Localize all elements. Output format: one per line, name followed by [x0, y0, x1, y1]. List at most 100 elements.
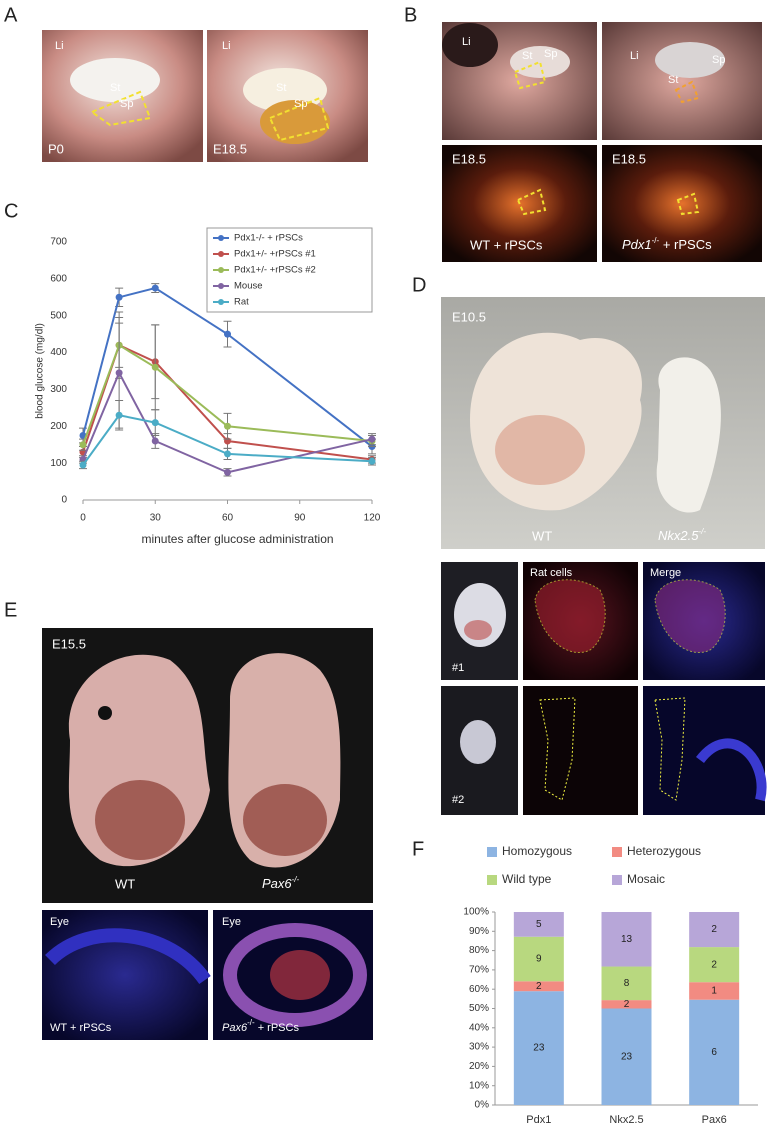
caption-rest: + rPSCs [659, 237, 712, 252]
bar-segment [513, 981, 564, 992]
data-label: 2 [624, 999, 630, 1010]
legend-swatch [218, 235, 224, 241]
photo: #2 [441, 686, 518, 815]
y-tick-label: 40% [469, 1022, 489, 1033]
tissue-label: Eye [50, 916, 69, 928]
y-tick-label: 400 [50, 347, 67, 358]
panel-letter: F [412, 838, 424, 860]
organ-label: Sp [544, 48, 557, 60]
legend-label: Mouse [234, 281, 263, 292]
legend-swatch [612, 875, 622, 885]
organ-label: Sp [120, 98, 133, 110]
legend-label: Pdx1+/- +rPSCs #1 [234, 249, 316, 260]
photo: Rat cells [523, 562, 638, 680]
organ-label: St [276, 82, 286, 94]
stage-label: E10.5 [452, 309, 486, 324]
photo: Li St Sp P0 [42, 30, 203, 162]
data-point [115, 369, 123, 377]
genotype: -/- [652, 236, 660, 245]
x-tick-label: 60 [222, 513, 234, 524]
data-label: 23 [533, 1043, 545, 1054]
data-label: 8 [624, 978, 630, 989]
panel-letter: B [404, 4, 417, 26]
y-tick-label: 30% [469, 1042, 489, 1053]
y-tick-label: 90% [469, 926, 489, 937]
y-tick-label: 500 [50, 310, 67, 321]
genotype: -/- [247, 1018, 255, 1027]
organ-label: Li [222, 40, 231, 52]
legend-swatch [218, 267, 224, 273]
legend-label: Rat [234, 297, 249, 308]
row-label: #2 [452, 794, 464, 806]
stage-label: E18.5 [452, 151, 486, 166]
tissue-label: Eye [222, 916, 241, 928]
legend-label: Homozygous [502, 844, 572, 858]
x-tick-label: Nkx2.5 [609, 1114, 643, 1126]
genotype-label: WT [115, 876, 135, 891]
organ-label: Sp [294, 98, 307, 110]
data-point [224, 422, 231, 430]
x-tick-label: Pax6 [702, 1114, 727, 1126]
bar-segment [689, 982, 740, 1000]
genotype-label: Pax6-/- [262, 875, 300, 891]
data-point [151, 437, 159, 445]
photo [643, 686, 767, 815]
panel-letter: C [4, 200, 18, 222]
data-point [79, 441, 87, 449]
data-point [115, 411, 123, 419]
genotype-label: WT [532, 528, 552, 543]
organ-label: St [522, 50, 532, 62]
data-label: 9 [536, 954, 542, 965]
y-tick-label: 0 [61, 495, 67, 506]
photo: E18.5 Pdx1-/- + rPSCs [602, 145, 762, 262]
data-label: 1 [711, 986, 717, 997]
photo: Li St Sp [602, 22, 762, 140]
legend-label: Pdx1-/- + rPSCs [234, 233, 303, 244]
x-tick-label: 30 [150, 513, 162, 524]
column-header: Merge [650, 567, 681, 579]
bar-segment [689, 999, 740, 1105]
genotype: -/- [698, 527, 706, 536]
y-tick-label: 50% [469, 1003, 489, 1014]
stage-label: E18.5 [612, 151, 646, 166]
y-tick-label: 20% [469, 1061, 489, 1072]
data-point [368, 457, 376, 465]
photo: Merge [643, 562, 765, 680]
caption-rest: + rPSCs [255, 1022, 300, 1034]
data-point [368, 435, 376, 443]
x-tick-label: Pdx1 [526, 1114, 551, 1126]
photo: Eye WT + rPSCs [42, 910, 211, 1040]
column-header: Rat cells [530, 567, 573, 579]
bar-segment [513, 912, 564, 937]
photo: E18.5 WT + rPSCs [442, 145, 597, 262]
bar-segment [689, 912, 740, 948]
photo: E10.5 WT Nkx2.5-/- [441, 297, 765, 549]
data-label: 5 [536, 919, 542, 930]
bar-segment [601, 966, 652, 1001]
y-tick-label: 70% [469, 965, 489, 976]
stage-label: E18.5 [213, 141, 247, 156]
data-label: 23 [621, 1051, 633, 1062]
photo: Li St Sp [442, 22, 597, 140]
legend-label: Heterozygous [627, 844, 701, 858]
data-point [224, 450, 231, 458]
x-axis-title: minutes after glucose administration [141, 532, 333, 546]
gene: Pdx1 [622, 237, 652, 252]
panel-letter: A [4, 4, 18, 26]
photo [523, 686, 638, 815]
genotype: -/- [292, 875, 300, 884]
data-point [224, 330, 231, 338]
legend-swatch [218, 283, 224, 289]
y-tick-label: 700 [50, 237, 67, 248]
legend-label: Wild type [502, 872, 552, 886]
data-point [151, 284, 159, 292]
data-label: 2 [711, 959, 717, 970]
gene: Pax6 [262, 876, 292, 891]
data-point [151, 419, 159, 427]
y-tick-label: 10% [469, 1080, 489, 1091]
x-tick-label: 0 [80, 513, 86, 524]
panel-letter: E [4, 599, 17, 621]
legend-swatch [487, 875, 497, 885]
y-tick-label: 60% [469, 984, 489, 995]
